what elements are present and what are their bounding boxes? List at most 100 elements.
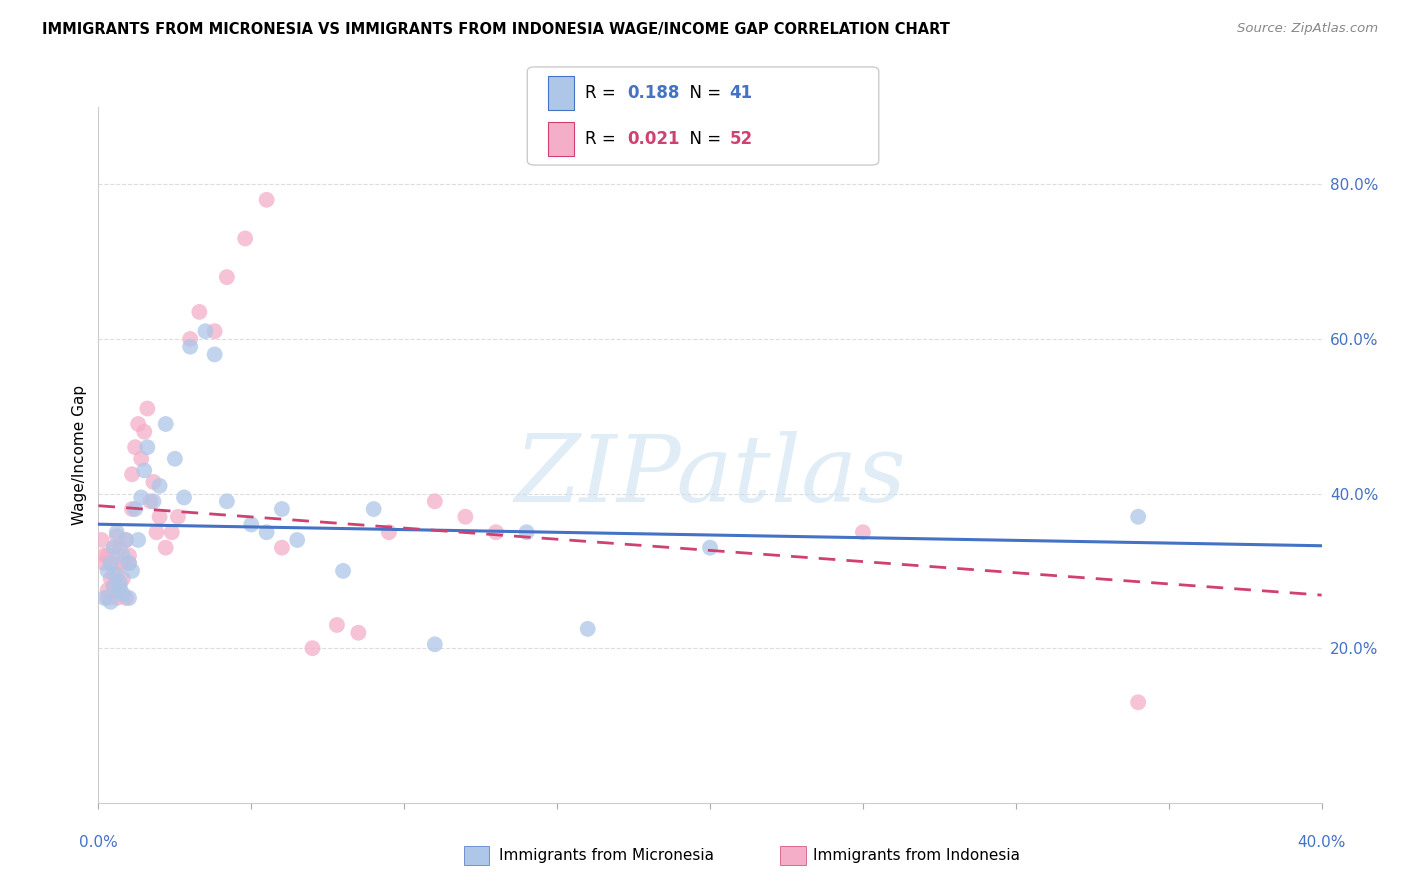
Text: Immigrants from Indonesia: Immigrants from Indonesia bbox=[813, 848, 1019, 863]
Text: R =: R = bbox=[585, 84, 621, 102]
Point bbox=[103, 579, 125, 593]
Point bbox=[97, 549, 120, 563]
Point bbox=[115, 533, 138, 547]
Point bbox=[134, 463, 156, 477]
Point bbox=[103, 567, 125, 582]
Point bbox=[136, 401, 159, 416]
Point bbox=[118, 549, 141, 563]
Point bbox=[108, 583, 131, 598]
Point bbox=[105, 591, 128, 605]
Point bbox=[97, 591, 120, 605]
Point bbox=[142, 494, 165, 508]
Point bbox=[256, 525, 278, 540]
Point bbox=[378, 525, 401, 540]
Point bbox=[155, 417, 177, 431]
Point bbox=[240, 517, 263, 532]
Point bbox=[423, 637, 446, 651]
Point bbox=[111, 572, 134, 586]
Point bbox=[332, 564, 354, 578]
Point bbox=[136, 440, 159, 454]
Point bbox=[115, 591, 138, 605]
Point bbox=[97, 583, 120, 598]
Point bbox=[121, 467, 143, 482]
Point bbox=[149, 479, 172, 493]
Point bbox=[108, 579, 131, 593]
Point bbox=[93, 549, 115, 563]
Point bbox=[105, 525, 128, 540]
Point bbox=[699, 541, 721, 555]
Point bbox=[100, 556, 122, 570]
Text: IMMIGRANTS FROM MICRONESIA VS IMMIGRANTS FROM INDONESIA WAGE/INCOME GAP CORRELAT: IMMIGRANTS FROM MICRONESIA VS IMMIGRANTS… bbox=[42, 22, 950, 37]
Point bbox=[121, 502, 143, 516]
Text: 41: 41 bbox=[730, 84, 752, 102]
Text: Immigrants from Micronesia: Immigrants from Micronesia bbox=[499, 848, 714, 863]
Point bbox=[100, 595, 122, 609]
Point bbox=[204, 347, 226, 361]
Point bbox=[90, 533, 112, 547]
Point bbox=[347, 625, 370, 640]
Text: N =: N = bbox=[679, 84, 727, 102]
Point bbox=[301, 641, 323, 656]
Point bbox=[129, 451, 152, 466]
Point bbox=[256, 193, 278, 207]
Point bbox=[270, 502, 292, 516]
Point bbox=[105, 567, 128, 582]
Point bbox=[100, 556, 122, 570]
Point bbox=[118, 591, 141, 605]
Point bbox=[163, 451, 186, 466]
Point bbox=[121, 564, 143, 578]
Point bbox=[93, 591, 115, 605]
Point bbox=[127, 533, 149, 547]
Text: N =: N = bbox=[679, 130, 727, 148]
Text: 0.0%: 0.0% bbox=[79, 836, 118, 850]
Point bbox=[124, 440, 146, 454]
Point bbox=[233, 231, 256, 245]
Point bbox=[326, 618, 349, 632]
Point bbox=[485, 525, 508, 540]
Point bbox=[454, 509, 477, 524]
Text: 40.0%: 40.0% bbox=[1298, 836, 1346, 850]
Point bbox=[124, 502, 146, 516]
Point bbox=[576, 622, 599, 636]
Point bbox=[852, 525, 875, 540]
Point bbox=[285, 533, 308, 547]
Point bbox=[516, 525, 538, 540]
Text: 0.021: 0.021 bbox=[627, 130, 679, 148]
Point bbox=[118, 556, 141, 570]
Point bbox=[111, 587, 134, 601]
Point bbox=[363, 502, 385, 516]
Point bbox=[115, 533, 138, 547]
Point bbox=[129, 491, 152, 505]
Point bbox=[215, 494, 238, 508]
Text: 52: 52 bbox=[730, 130, 752, 148]
Point bbox=[1128, 509, 1150, 524]
Point bbox=[179, 340, 201, 354]
Point bbox=[93, 556, 115, 570]
Point bbox=[108, 541, 131, 555]
Text: 0.188: 0.188 bbox=[627, 84, 679, 102]
Point bbox=[103, 541, 125, 555]
Point bbox=[108, 556, 131, 570]
Point bbox=[105, 529, 128, 543]
Point bbox=[100, 572, 122, 586]
Text: R =: R = bbox=[585, 130, 621, 148]
Point bbox=[142, 475, 165, 489]
Point bbox=[167, 509, 190, 524]
Point bbox=[215, 270, 238, 285]
Text: Source: ZipAtlas.com: Source: ZipAtlas.com bbox=[1237, 22, 1378, 36]
Point bbox=[194, 324, 217, 338]
Point bbox=[103, 579, 125, 593]
Point bbox=[134, 425, 156, 439]
Point bbox=[111, 556, 134, 570]
Point bbox=[149, 509, 172, 524]
Point bbox=[204, 324, 226, 338]
Point bbox=[111, 549, 134, 563]
Point bbox=[103, 541, 125, 555]
Point bbox=[155, 541, 177, 555]
Text: ZIPatlas: ZIPatlas bbox=[515, 431, 905, 521]
Point bbox=[160, 525, 183, 540]
Point bbox=[118, 556, 141, 570]
Point bbox=[173, 491, 195, 505]
Y-axis label: Wage/Income Gap: Wage/Income Gap bbox=[72, 384, 87, 525]
Point bbox=[139, 494, 162, 508]
